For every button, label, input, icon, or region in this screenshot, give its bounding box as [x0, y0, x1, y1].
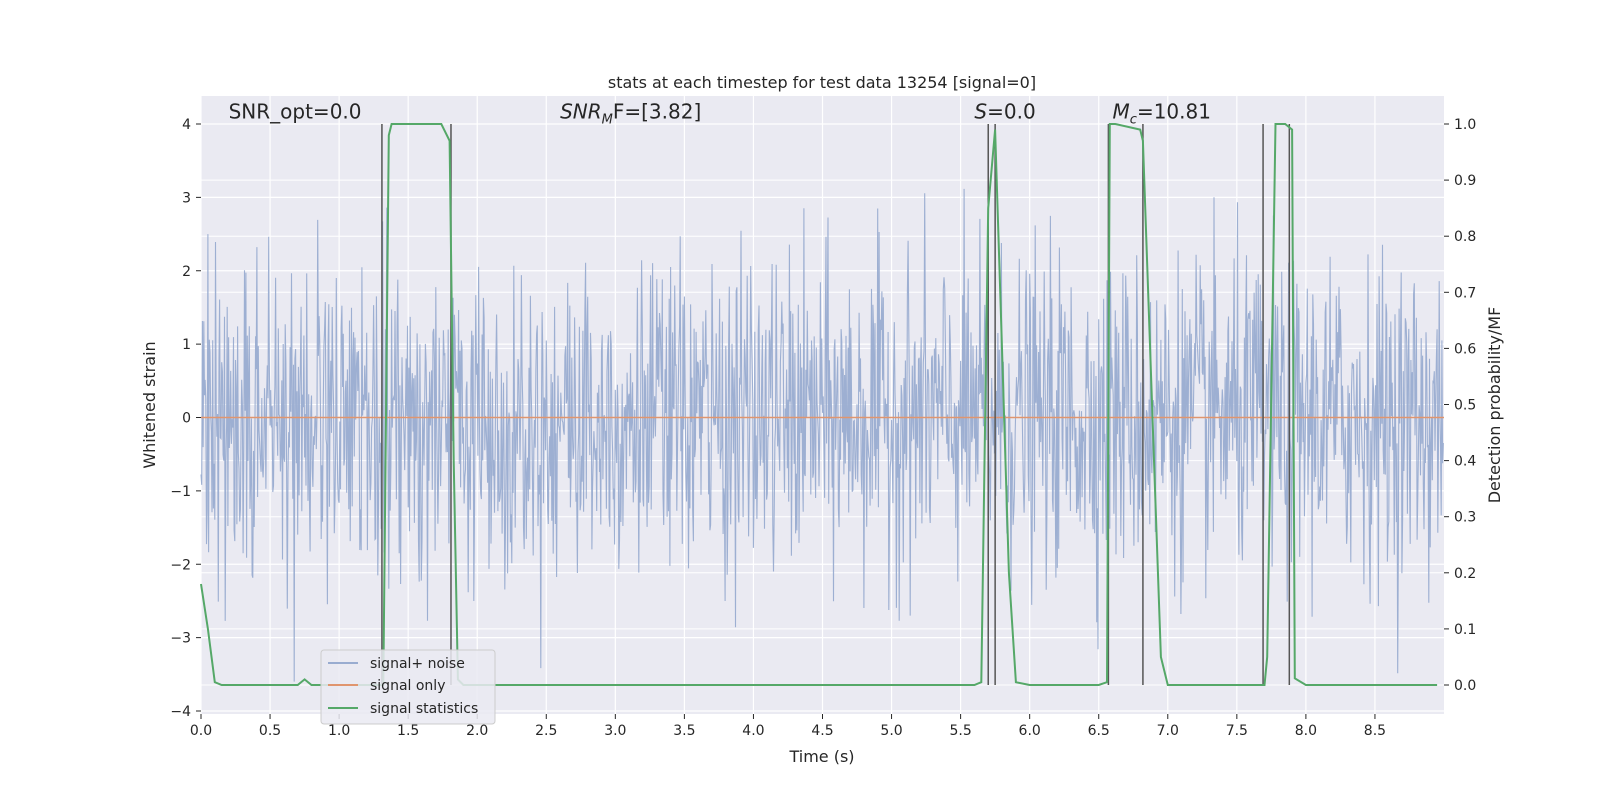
x-tick-label: 1.5 [397, 723, 419, 739]
y-axis-ticks: 4 3 2 1 0 −1 −2 −3 −4 [170, 117, 201, 720]
x-tick-label: 8.5 [1364, 723, 1386, 739]
y-tick-label: −3 [170, 631, 191, 647]
x-tick-label: 6.0 [1019, 723, 1041, 739]
x-axis-label: Time (s) [788, 747, 854, 766]
x-tick-label: 1.0 [328, 723, 350, 739]
y-right-tick-label: 0.4 [1454, 454, 1476, 470]
x-tick-label: 7.5 [1226, 723, 1248, 739]
legend-label-signal-statistics: signal statistics [370, 701, 478, 717]
x-tick-label: 0.0 [190, 723, 212, 739]
y-tick-label: 4 [182, 117, 191, 133]
y-right-tick-label: 0.5 [1454, 398, 1476, 414]
legend-box [320, 649, 496, 725]
y-axis-label: Whitened strain [140, 341, 159, 468]
x-tick-label: 0.5 [259, 723, 281, 739]
y-right-tick-label: 1.0 [1454, 117, 1476, 133]
x-tick-label: 4.0 [742, 723, 764, 739]
x-tick-label: 3.0 [604, 723, 626, 739]
series-signal-statistics [200, 123, 1438, 686]
x-tick-label: 7.0 [1157, 723, 1179, 739]
x-tick-label: 2.5 [535, 723, 557, 739]
y-tick-label: −2 [170, 557, 191, 573]
x-axis-ticks: 0.0 0.5 1.0 1.5 2.0 2.5 3.0 3.5 4.0 4.5 5.0 5.5 6.0 6… [190, 714, 1386, 739]
y-tick-label: 0 [182, 411, 191, 427]
y-right-axis-label: Detection probability/MF [1485, 307, 1504, 504]
legend-label-signal-noise: signal+ noise [370, 656, 465, 672]
series-signal-noise [200, 188, 1444, 682]
x-tick-label: 3.5 [673, 723, 695, 739]
legend: signal+ noise signal only signal statist… [320, 649, 496, 725]
x-tick-label: 6.5 [1088, 723, 1110, 739]
annotations: SNR_opt=0.0 SNRMF=[3.82] S=0.0 Mc=10.81 [229, 99, 1211, 127]
y-tick-label: 2 [182, 264, 191, 280]
y-right-tick-label: 0.6 [1454, 341, 1476, 357]
x-tick-label: 8.0 [1295, 723, 1317, 739]
x-tick-label: 4.5 [811, 723, 833, 739]
y-tick-label: −1 [170, 484, 191, 500]
y-right-tick-label: 0.1 [1454, 622, 1476, 638]
y-right-tick-label: 0.0 [1454, 678, 1476, 694]
y-tick-label: 1 [182, 337, 191, 353]
annotation-1: SNRMF=[3.82] [560, 99, 701, 127]
annotation-2: S=0.0 [974, 99, 1035, 123]
y-tick-label: −4 [170, 704, 191, 720]
chart-title: stats at each timestep for test data 132… [608, 73, 1036, 92]
x-tick-label: 5.5 [949, 723, 971, 739]
y-tick-label: 3 [182, 190, 191, 206]
y-right-tick-label: 0.8 [1454, 229, 1476, 245]
annotation-3: Mc=10.81 [1113, 99, 1211, 127]
plot-area [200, 123, 1444, 686]
legend-label-signal-only: signal only [370, 678, 445, 694]
y-right-tick-label: 0.2 [1454, 566, 1476, 582]
y-right-axis-ticks: 1.0 0.9 0.8 0.7 0.6 0.5 0.4 0.3 0.2 0.1 0.0 [1444, 117, 1476, 694]
annotation-0: SNR_opt=0.0 [229, 99, 362, 123]
y-right-tick-label: 0.7 [1454, 285, 1476, 301]
x-tick-label: 5.0 [880, 723, 902, 739]
x-tick-label: 2.0 [466, 723, 488, 739]
y-right-tick-label: 0.9 [1454, 173, 1476, 189]
y-right-tick-label: 0.3 [1454, 510, 1476, 526]
